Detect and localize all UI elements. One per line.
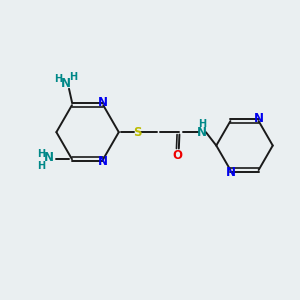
Text: N: N — [197, 126, 207, 139]
Text: N: N — [98, 155, 108, 168]
Text: H: H — [69, 73, 77, 82]
Text: H: H — [37, 161, 45, 171]
Text: S: S — [133, 126, 142, 139]
Text: O: O — [172, 148, 182, 162]
Text: N: N — [60, 77, 70, 90]
Text: N: N — [225, 166, 236, 179]
Text: N: N — [254, 112, 264, 125]
Text: N: N — [44, 151, 54, 164]
Text: H: H — [198, 119, 206, 129]
Text: H: H — [37, 149, 45, 159]
Text: H: H — [54, 74, 62, 84]
Text: N: N — [98, 96, 108, 109]
